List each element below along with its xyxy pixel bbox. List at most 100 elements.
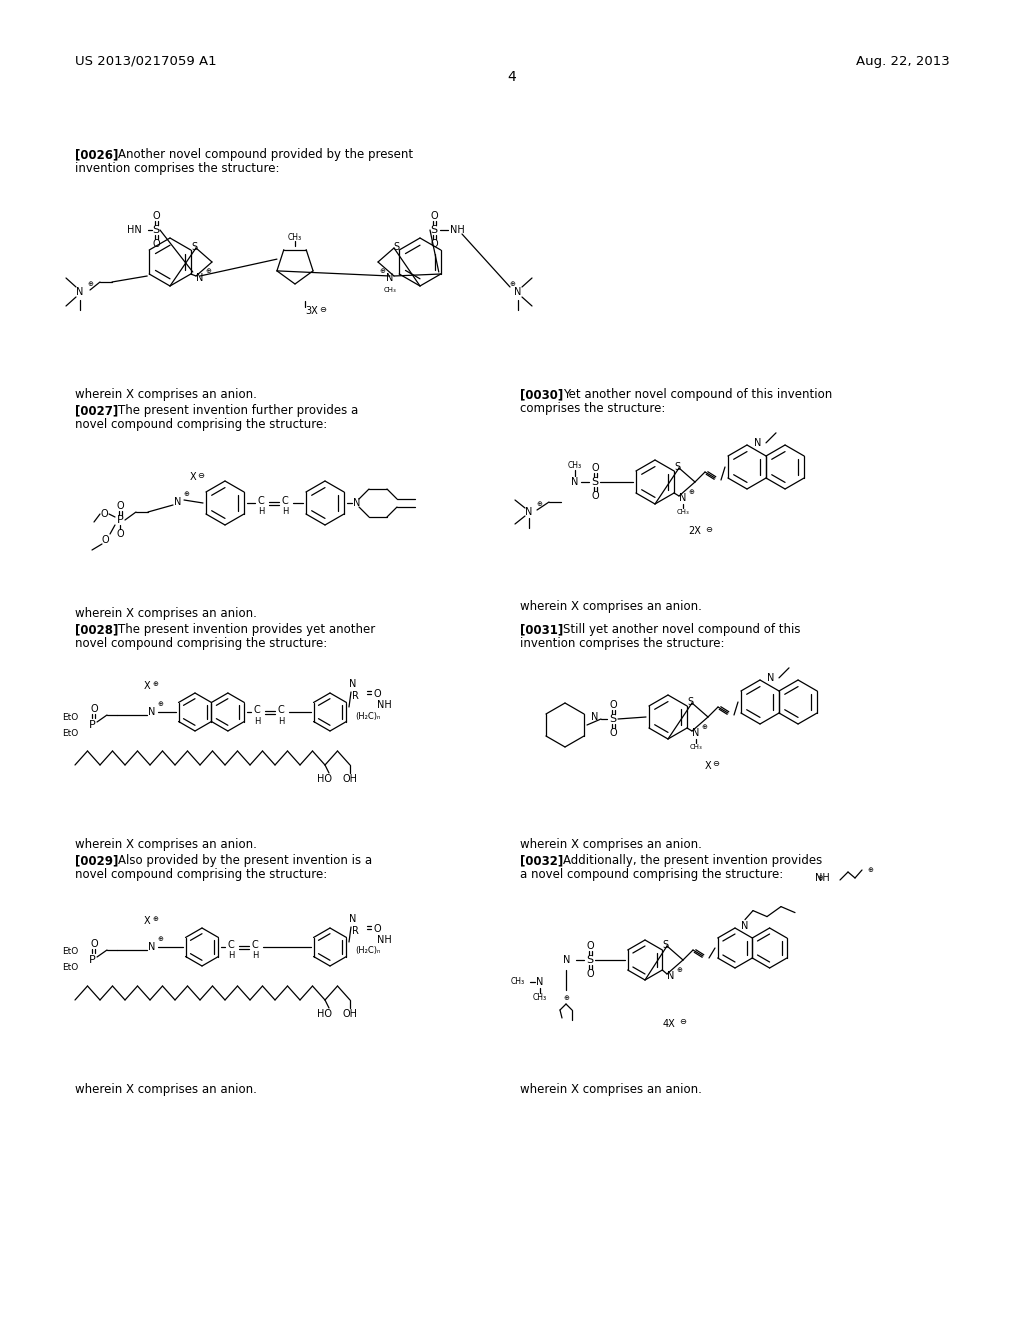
Text: P: P: [89, 954, 95, 965]
Text: ⊕: ⊕: [817, 875, 823, 880]
Text: CH₃: CH₃: [532, 994, 547, 1002]
Text: ⊕: ⊕: [152, 916, 158, 921]
Text: O: O: [90, 704, 98, 714]
Text: The present invention provides yet another: The present invention provides yet anoth…: [118, 623, 375, 636]
Text: N: N: [692, 729, 699, 738]
Text: [0029]: [0029]: [75, 854, 119, 867]
Text: N: N: [386, 273, 393, 282]
Text: N: N: [668, 972, 675, 981]
Text: C: C: [278, 705, 285, 715]
Text: ⊖: ⊖: [198, 470, 205, 479]
Text: O: O: [586, 941, 594, 950]
Text: novel compound comprising the structure:: novel compound comprising the structure:: [75, 418, 328, 432]
Text: N: N: [197, 273, 204, 282]
Text: C: C: [227, 940, 234, 950]
Text: S: S: [687, 697, 693, 708]
Text: O: O: [101, 535, 109, 545]
Text: 4: 4: [508, 70, 516, 84]
Text: EtO: EtO: [61, 729, 78, 738]
Text: S: S: [592, 477, 599, 487]
Text: NH: NH: [377, 935, 392, 945]
Text: X: X: [705, 762, 712, 771]
Text: R: R: [351, 927, 358, 936]
Text: N: N: [571, 477, 579, 487]
Text: N: N: [353, 498, 360, 508]
Text: H: H: [282, 507, 288, 516]
Text: OH: OH: [342, 774, 357, 784]
Text: H: H: [227, 952, 234, 961]
Text: O: O: [100, 510, 108, 519]
Text: [0031]: [0031]: [520, 623, 563, 636]
Text: C: C: [252, 940, 258, 950]
Text: wherein X comprises an anion.: wherein X comprises an anion.: [520, 1082, 701, 1096]
Text: S: S: [393, 242, 399, 252]
Text: Another novel compound provided by the present: Another novel compound provided by the p…: [118, 148, 413, 161]
Text: S: S: [153, 224, 160, 235]
Text: N: N: [349, 913, 356, 924]
Text: wherein X comprises an anion.: wherein X comprises an anion.: [520, 601, 701, 612]
Text: wherein X comprises an anion.: wherein X comprises an anion.: [75, 607, 257, 620]
Text: CH₃: CH₃: [568, 462, 582, 470]
Text: H: H: [254, 717, 260, 726]
Text: NH: NH: [377, 700, 392, 710]
Text: N: N: [77, 286, 84, 297]
Text: Aug. 22, 2013: Aug. 22, 2013: [856, 55, 950, 69]
Text: N: N: [148, 942, 156, 952]
Text: invention comprises the structure:: invention comprises the structure:: [520, 638, 725, 649]
Text: ⊕: ⊕: [205, 268, 211, 275]
Text: OH: OH: [342, 1008, 357, 1019]
Text: a novel compound comprising the structure:: a novel compound comprising the structur…: [520, 869, 783, 880]
Text: C: C: [282, 496, 289, 506]
Text: O: O: [430, 211, 438, 220]
Text: EtO: EtO: [61, 948, 78, 957]
Text: C: C: [258, 496, 264, 506]
Text: ⊖: ⊖: [706, 524, 713, 533]
Text: O: O: [609, 700, 616, 710]
Text: NH: NH: [815, 873, 830, 883]
Text: N: N: [537, 977, 544, 987]
Text: ⊕: ⊕: [676, 968, 682, 973]
Text: The present invention further provides a: The present invention further provides a: [118, 404, 358, 417]
Text: X: X: [143, 681, 151, 690]
Text: N: N: [525, 507, 532, 517]
Text: ⊕: ⊕: [536, 502, 542, 507]
Text: N: N: [679, 492, 687, 503]
Text: H: H: [252, 952, 258, 961]
Text: ⊖: ⊖: [713, 759, 720, 768]
Text: S: S: [430, 224, 437, 235]
Text: wherein X comprises an anion.: wherein X comprises an anion.: [520, 838, 701, 851]
Text: O: O: [116, 502, 124, 511]
Text: P: P: [89, 719, 95, 730]
Text: O: O: [591, 491, 599, 502]
Text: HN: HN: [127, 224, 142, 235]
Text: S: S: [190, 242, 197, 252]
Text: N: N: [755, 438, 762, 447]
Text: wherein X comprises an anion.: wherein X comprises an anion.: [75, 388, 257, 401]
Text: S: S: [674, 462, 680, 473]
Text: O: O: [373, 689, 381, 700]
Text: O: O: [90, 939, 98, 949]
Text: ⊕: ⊕: [152, 681, 158, 686]
Text: ⊕: ⊕: [87, 281, 93, 286]
Text: R: R: [351, 690, 358, 701]
Text: 3X: 3X: [305, 306, 317, 315]
Text: ⊕: ⊕: [157, 936, 163, 942]
Text: wherein X comprises an anion.: wherein X comprises an anion.: [75, 838, 257, 851]
Text: O: O: [116, 529, 124, 539]
Text: NH: NH: [450, 224, 465, 235]
Text: novel compound comprising the structure:: novel compound comprising the structure:: [75, 869, 328, 880]
Text: [0028]: [0028]: [75, 623, 119, 636]
Text: O: O: [591, 463, 599, 473]
Text: N: N: [349, 678, 356, 689]
Text: S: S: [587, 954, 594, 965]
Text: CH₃: CH₃: [511, 978, 525, 986]
Text: ⊖: ⊖: [319, 305, 327, 314]
Text: [0032]: [0032]: [520, 854, 563, 867]
Text: ⊕: ⊕: [867, 867, 872, 873]
Text: CH₃: CH₃: [677, 510, 689, 515]
Text: Still yet another novel compound of this: Still yet another novel compound of this: [563, 623, 801, 636]
Text: O: O: [609, 729, 616, 738]
Text: EtO: EtO: [61, 713, 78, 722]
Text: CH₃: CH₃: [384, 286, 396, 293]
Text: O: O: [430, 239, 438, 249]
